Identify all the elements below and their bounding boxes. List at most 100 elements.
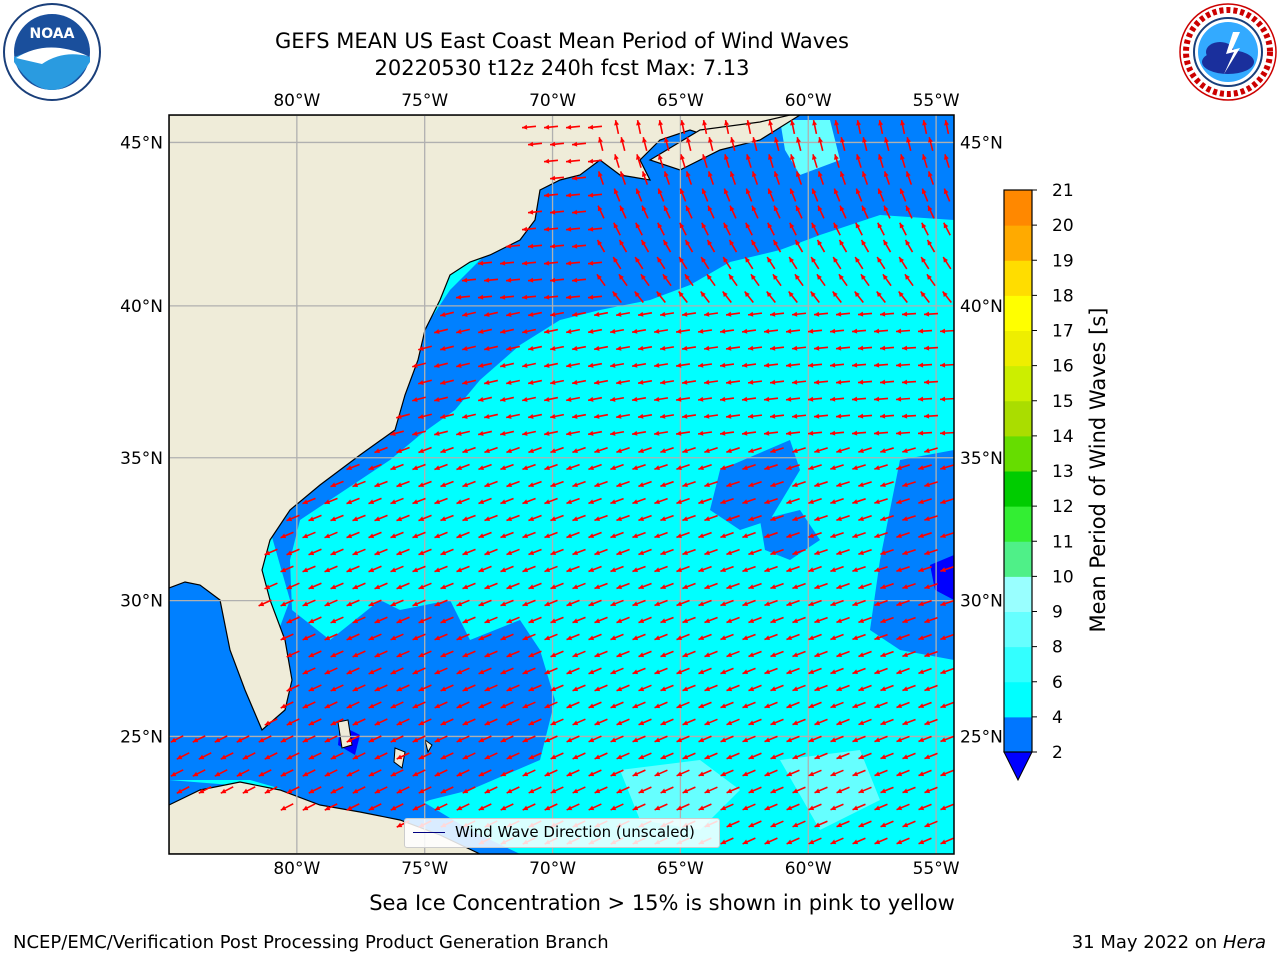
wave-arrow [792, 718, 806, 726]
wave-arrow [918, 803, 932, 811]
wave-arrow [902, 752, 916, 760]
wave-arrow [873, 328, 889, 334]
wave-arrow [478, 735, 492, 743]
wave-arrow [682, 718, 696, 726]
wave-arrow [544, 803, 558, 811]
wave-arrow [858, 481, 872, 487]
wave-arrow [632, 463, 646, 471]
wave-arrow [726, 752, 740, 760]
wave-arrow [852, 498, 866, 504]
wave-arrow [858, 650, 872, 658]
wave-arrow [302, 565, 316, 573]
wave-arrow [682, 582, 696, 590]
wave-arrow [939, 328, 954, 334]
wave-arrow [571, 209, 587, 215]
wave-arrow [412, 735, 426, 743]
wave-arrow [565, 362, 581, 368]
wave-arrow [506, 650, 520, 658]
wave-arrow [902, 650, 916, 658]
wave-arrow [308, 514, 322, 522]
wave-arrow [729, 171, 737, 185]
wave-arrow [462, 684, 476, 692]
wave-arrow [940, 599, 954, 607]
wave-arrow [616, 480, 630, 488]
wave-arrow [720, 464, 734, 471]
wave-arrow [618, 239, 628, 253]
wave-arrow [484, 582, 498, 590]
lat-label-left: 35°N [120, 449, 163, 469]
wave-arrow [418, 582, 432, 590]
wave-arrow [838, 273, 848, 287]
wave-arrow [698, 463, 712, 471]
colorbar-swatch [1004, 225, 1032, 261]
wave-arrow [412, 769, 426, 777]
wave-arrow [615, 379, 631, 385]
wave-arrow [500, 599, 514, 607]
wave-arrow [852, 769, 866, 777]
lat-label-right: 40°N [960, 297, 1003, 317]
wave-arrow [874, 599, 888, 607]
wave-arrow [434, 769, 448, 777]
wave-arrow [543, 158, 559, 164]
wave-arrow [675, 396, 691, 402]
wave-arrow [549, 141, 565, 147]
wave-arrow [834, 119, 840, 135]
wave-arrow [795, 171, 803, 185]
wave-arrow [901, 413, 917, 419]
wave-arrow [944, 154, 950, 168]
wave-arrow [774, 137, 780, 151]
wave-arrow [286, 752, 300, 760]
wave-arrow [390, 531, 404, 539]
wave-arrow [835, 379, 851, 385]
wave-arrow [549, 345, 565, 351]
wave-arrow [587, 260, 603, 266]
colorbar-swatch [1004, 681, 1032, 718]
wave-arrow [808, 769, 822, 777]
wave-arrow [434, 362, 448, 368]
wave-arrow [462, 786, 476, 794]
wave-arrow [880, 786, 894, 794]
wave-arrow [352, 718, 366, 726]
wave-arrow [786, 498, 800, 505]
wave-arrow [857, 345, 873, 351]
wave-arrow [374, 650, 388, 658]
wave-arrow [940, 566, 954, 573]
wave-arrow [862, 137, 868, 151]
wave-arrow [767, 188, 775, 202]
wave-arrow [566, 531, 580, 539]
wave-arrow [434, 667, 448, 675]
wave-arrow [635, 222, 643, 236]
wave-arrow [412, 667, 426, 675]
wave-arrow [549, 311, 565, 317]
wave-arrow [676, 463, 690, 471]
wave-arrow [302, 497, 316, 505]
wave-arrow [478, 497, 492, 505]
wave-arrow [808, 633, 822, 641]
wave-arrow [770, 820, 784, 828]
wave-arrow [396, 786, 410, 794]
wave-arrow [880, 582, 894, 590]
wave-arrow [478, 396, 492, 402]
wave-arrow [720, 531, 734, 539]
wave-arrow [522, 701, 536, 709]
wave-arrow [747, 311, 763, 317]
wave-arrow [594, 684, 608, 692]
wave-arrow [434, 599, 448, 607]
wave-arrow [462, 582, 476, 590]
wave-arrow [839, 205, 847, 219]
wave-arrow [632, 599, 646, 607]
wave-arrow [478, 633, 492, 641]
wave-arrow [571, 311, 587, 317]
wave-arrow [396, 548, 410, 556]
wave-arrow [724, 154, 730, 168]
wave-arrow [829, 430, 845, 436]
wave-arrow [813, 379, 829, 385]
wave-arrow [653, 396, 669, 402]
wave-arrow [873, 362, 889, 368]
wave-arrow [786, 464, 800, 470]
wave-arrow [258, 769, 272, 777]
wave-arrow [660, 650, 674, 658]
wave-arrow [874, 701, 888, 709]
wave-arrow [434, 701, 448, 709]
wave-arrow [654, 599, 668, 607]
